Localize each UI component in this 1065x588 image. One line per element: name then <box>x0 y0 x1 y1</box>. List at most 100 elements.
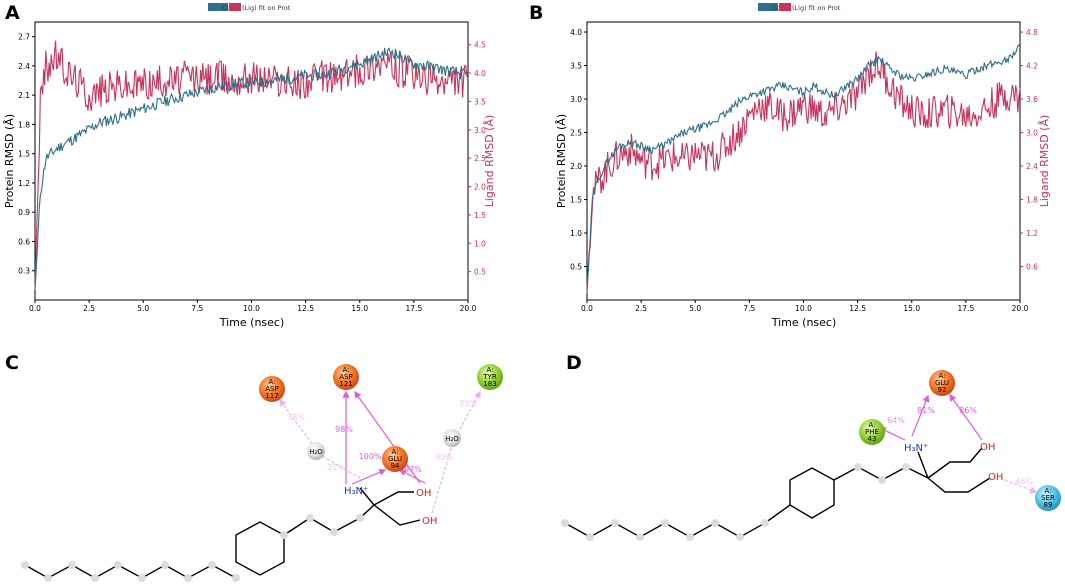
y-left-tick-label: 2.1 <box>18 91 30 100</box>
pct-label: 100% <box>359 452 382 461</box>
amine-label: H₃N⁺ <box>904 443 928 454</box>
hydroxyl-label: OH <box>988 472 1003 483</box>
y-right-tick-label: 4.2 <box>1026 62 1038 71</box>
svg-text:H₂O: H₂O <box>309 448 323 456</box>
y-left-tick-label: 1.5 <box>18 150 30 159</box>
x-tick-label: 12.5 <box>849 304 866 313</box>
panel-label-a: A <box>5 2 20 24</box>
y-left-tick-label: 2.4 <box>18 62 30 71</box>
x-tick-label: 15.0 <box>351 304 368 313</box>
x-tick-label: 2.5 <box>635 304 647 313</box>
water-bridge-tyr183 <box>454 390 481 439</box>
x-tick-label: 20.0 <box>1012 304 1029 313</box>
x-tick-label: 0.0 <box>29 304 41 313</box>
water-molecule: H₂O <box>307 442 325 460</box>
pct-label: 31% <box>327 463 345 472</box>
bond-oh2 <box>927 477 991 493</box>
svg-text:183: 183 <box>483 380 496 388</box>
y-right-tick-label: 3.6 <box>1026 95 1038 104</box>
y-axis-left-label-b: Protein RMSD (Å) <box>555 114 568 208</box>
legend-label-protein: Cα <box>772 4 781 12</box>
y-axis-left-label-a: Protein RMSD (Å) <box>3 114 16 208</box>
residue-tyr183: A: TYR 183 <box>477 364 503 390</box>
legend-swatch-ligand <box>779 3 791 11</box>
legend-label-ligand: (Lig) fit on Prot <box>242 4 291 12</box>
hydroxyl-label: OH <box>980 442 995 453</box>
svg-text:A:: A: <box>391 448 398 456</box>
alkyl-chain <box>564 504 791 538</box>
residue-asp117: A: ASP 117 <box>259 376 285 402</box>
ligand-rmsd-line <box>586 51 1021 289</box>
x-tick-label: 10.0 <box>795 304 812 313</box>
panel-label-d: D <box>566 352 582 374</box>
y-right-tick-label: 2.5 <box>474 154 486 163</box>
y-right-tick-label: 2.4 <box>1026 162 1038 171</box>
pct-label: 46% <box>1015 477 1033 486</box>
ligand-rmsd-line <box>34 40 469 289</box>
svg-text:PHE: PHE <box>865 428 879 436</box>
y-left-tick-label: 1.0 <box>570 229 582 238</box>
water-bridge-amine <box>319 454 361 479</box>
svg-text:ASP: ASP <box>265 385 278 393</box>
legend-swatch-protein <box>758 3 778 11</box>
y-right-tick-label: 3.0 <box>474 126 486 135</box>
pct-label: 86% <box>959 406 977 415</box>
pct-label: 81% <box>917 406 935 415</box>
plot-frame-a <box>34 21 469 301</box>
svg-text:A:: A: <box>342 366 349 374</box>
svg-text:A:: A: <box>268 378 275 386</box>
interactions-d <box>878 393 1038 494</box>
residue-glu94: A: GLU 94 <box>382 446 408 472</box>
protein-rmsd-line <box>34 47 469 291</box>
legend-a: Cα (Lig) fit on Prot <box>208 3 291 12</box>
y-axis-right-label-a: Ligand RMSD (Å) <box>483 115 496 208</box>
x-tick-label: 15.0 <box>903 304 920 313</box>
svg-text:H₂O: H₂O <box>445 435 459 443</box>
y-right-tick-label: 0.5 <box>474 268 486 277</box>
hbond-glu92-amine <box>911 394 930 437</box>
y-right-tick-label: 3.0 <box>1026 129 1038 138</box>
y-right-tick-label: 1.0 <box>474 239 486 248</box>
y-left-tick-label: 2.7 <box>18 33 30 42</box>
y-left-tick-label: 0.6 <box>18 237 30 246</box>
interaction-diagram-d: 64% 81% 86% 46% H₃N⁺ OH OH A: GLU 92 A: … <box>561 370 1061 541</box>
y-axis-right-label-b: Ligand RMSD (Å) <box>1038 115 1051 208</box>
bond-amine <box>359 487 375 506</box>
y-right-tick-label: 1.8 <box>1026 196 1038 205</box>
alkyl-chain <box>24 564 237 579</box>
x-tick-label: 7.5 <box>191 304 203 313</box>
svg-text:94: 94 <box>391 462 400 470</box>
legend-swatch-ligand <box>229 3 241 11</box>
y-right-tick-label: 4.0 <box>474 69 486 78</box>
x-tick-label: 12.5 <box>297 304 314 313</box>
y-right-tick-label: 0.6 <box>1026 263 1038 272</box>
y-left-tick-label: 1.5 <box>570 196 582 205</box>
legend-label-ligand: (Lig) fit on Prot <box>792 4 841 12</box>
legend-swatch-protein <box>208 3 228 11</box>
y-left-tick-label: 2.5 <box>570 129 582 138</box>
svg-text:A:: A: <box>938 372 945 380</box>
plot-frame-b <box>586 21 1021 301</box>
y-left-tick-label: 2.0 <box>570 162 582 171</box>
ligand-halo-d <box>561 463 910 541</box>
pct-label: 97% <box>404 465 422 474</box>
y-right-tick-label: 4.5 <box>474 41 486 50</box>
amine-label: H₃N⁺ <box>344 486 368 497</box>
svg-text:A:: A: <box>486 366 493 374</box>
residue-phe43: A: PHE 43 <box>859 419 885 445</box>
hbond-glu94 <box>351 468 387 485</box>
y-right-tick-label: 2.0 <box>474 183 486 192</box>
hbond-oh-glu94 <box>398 469 426 484</box>
svg-text:GLU: GLU <box>388 455 402 463</box>
y-right-tick-label: 3.5 <box>474 97 486 106</box>
x-tick-label: 10.0 <box>243 304 260 313</box>
y-left-tick-label: 3.5 <box>570 62 582 71</box>
panel-label-c: C <box>5 352 19 374</box>
ligand-skeleton-d <box>564 447 991 538</box>
water-bridge-oh <box>431 444 453 514</box>
svg-text:43: 43 <box>868 435 877 443</box>
bond-oh1 <box>927 447 983 479</box>
ligand-skeleton-c <box>24 487 421 579</box>
x-tick-label: 17.5 <box>406 304 423 313</box>
x-tick-label: 5.0 <box>689 304 701 313</box>
